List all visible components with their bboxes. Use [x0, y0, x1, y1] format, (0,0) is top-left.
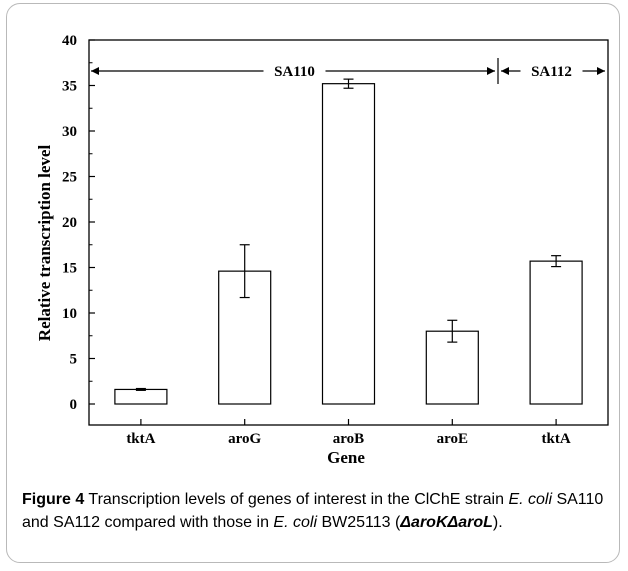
arrowhead-right-1: [597, 67, 605, 75]
arrowhead-left-1: [501, 67, 509, 75]
caption-text-2: SA110 and SA112 compared with those in: [22, 491, 604, 531]
y-axis-title: Relative transcription level: [35, 145, 54, 342]
bar-0: [114, 388, 168, 405]
caption-label: Figure 4: [22, 491, 85, 508]
caption-italic-2: E. coli: [273, 514, 317, 531]
figure-frame: [6, 3, 620, 563]
x-tick-label-2: aroB: [333, 431, 364, 447]
x-tick-label-3: aroE: [437, 431, 468, 447]
y-tick-label-25: 25: [62, 170, 77, 186]
caption-italic-1: E. coli: [508, 491, 553, 508]
x-tick-label-1: aroG: [228, 431, 261, 447]
caption-text-1: Transcription levels of genes of interes…: [84, 491, 509, 508]
x-tick-label-0: tktA: [126, 431, 155, 447]
strain-label-0: SA110: [274, 64, 315, 80]
y-tick-label-10: 10: [62, 306, 77, 322]
y-tick-label-5: 5: [70, 352, 78, 368]
bar-2: [321, 83, 376, 405]
arrowhead-right-0: [487, 67, 495, 75]
x-axis-title: Gene: [327, 448, 365, 467]
caption-bold-italic: ΔaroKΔaroL: [400, 514, 493, 531]
y-tick-label-30: 30: [62, 124, 77, 140]
y-tick-label-20: 20: [62, 215, 77, 231]
caption-text-4: ).: [492, 514, 503, 531]
y-tick-label-35: 35: [62, 79, 77, 95]
arrowhead-left-0: [91, 67, 99, 75]
figure-caption: Figure 4 Transcription levels of genes o…: [22, 488, 612, 534]
caption-text-3: BW25113 (: [317, 514, 401, 531]
strain-label-1: SA112: [531, 64, 572, 80]
bar-chart: 0 5 10 15 20 25 30 35 40 tktA aroG aroB aroE tktA SA11…: [35, 33, 609, 467]
plot-area: 0 5 10 15 20 25 30 35 40 tktA aroG aroB aroE tktA SA11…: [62, 33, 609, 447]
y-tick-label-40: 40: [62, 33, 77, 49]
y-tick-label-0: 0: [70, 397, 78, 413]
y-tick-label-15: 15: [62, 261, 77, 277]
bar-4: [529, 260, 583, 405]
bar-3: [425, 330, 479, 405]
x-tick-label-4: tktA: [542, 431, 571, 447]
